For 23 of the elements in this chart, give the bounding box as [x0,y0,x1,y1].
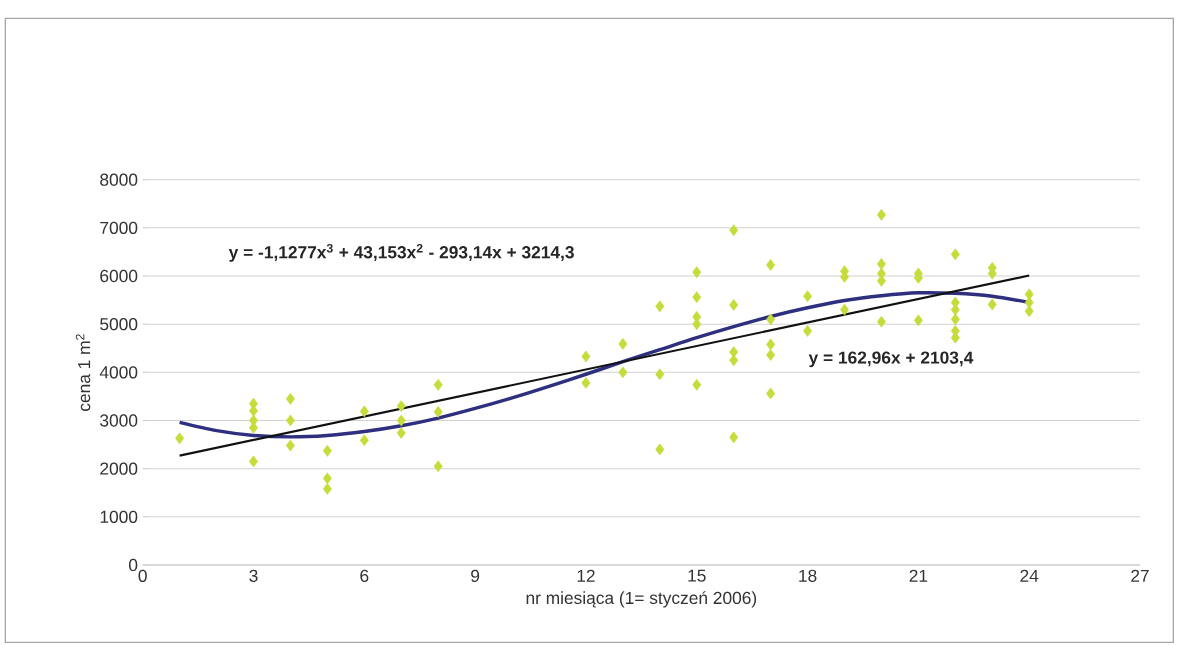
annotation: y = 162,96x + 2103,4 [808,351,974,368]
x-axis-title: nr miesiąca (1= styczeń 2006) [526,591,757,608]
x-tick-label: 6 [360,569,369,582]
y-axis-title: cena 1 m$^{2}$ [75,334,91,411]
x-tick-label: 27 [1131,569,1149,582]
y-tick-label: 2000 [100,462,138,475]
x-tick-label: 3 [249,569,258,582]
y-tick-label: 8000 [100,173,138,186]
y-tick-label: 0 [129,558,138,572]
y-tick-label: 1000 [100,510,138,523]
y-tick-label: 6000 [100,269,138,283]
x-tick-label: 0 [138,569,147,582]
x-tick-label: 9 [471,569,480,582]
x-tick-label: 15 [688,569,706,582]
x-tick-label: 18 [799,569,817,582]
x-tick-label: 21 [909,569,928,582]
x-tick-label: 24 [1020,569,1039,582]
x-tick-label: 12 [577,569,595,582]
y-tick-label: 5000 [100,318,138,331]
annotation: y = -1,1277x$^{3}$ + 43,153x$^{2}$ - 293,14x + 3214,3 [228,243,574,262]
y-tick-label: 4000 [99,366,138,379]
y-tick-label: 3000 [100,414,138,427]
y-tick-label: 7000 [100,221,138,234]
